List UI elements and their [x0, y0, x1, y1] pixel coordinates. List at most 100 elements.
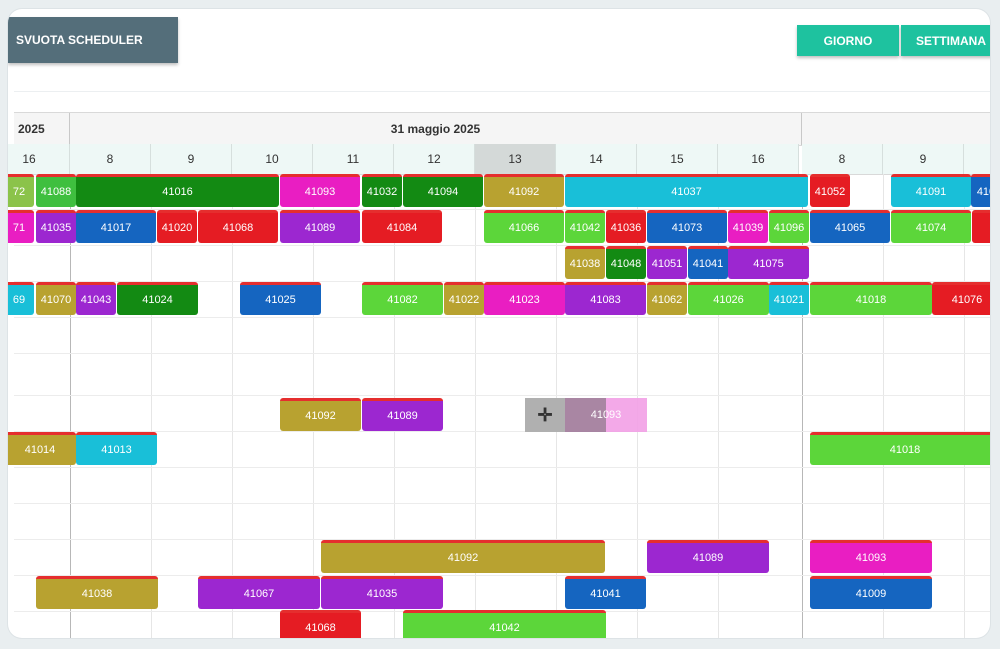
- event-block[interactable]: 41093: [280, 174, 360, 207]
- event-block[interactable]: 41041: [565, 576, 646, 609]
- event-block[interactable]: 41083: [565, 282, 646, 315]
- event-block[interactable]: 41089: [280, 210, 360, 243]
- event-block[interactable]: 41038: [565, 246, 605, 279]
- event-block[interactable]: 41084: [362, 210, 442, 243]
- event-block[interactable]: [972, 210, 990, 243]
- event-block[interactable]: 41042: [403, 610, 606, 638]
- event-block[interactable]: 41074: [891, 210, 971, 243]
- grid-row-line: [14, 209, 990, 210]
- event-block[interactable]: 41036: [606, 210, 646, 243]
- event-block[interactable]: 41062: [647, 282, 687, 315]
- hour-cell: 10: [232, 144, 313, 174]
- event-block[interactable]: 41048: [606, 246, 646, 279]
- grid-row-line: [14, 539, 990, 540]
- grid-row-line: [14, 281, 990, 282]
- date-header-current: 31 maggio 2025: [70, 113, 802, 145]
- date-header-prev: 2025: [14, 113, 70, 145]
- event-block[interactable]: 41092: [280, 398, 361, 431]
- grid-row-line: [14, 245, 990, 246]
- event-block[interactable]: 41013: [76, 432, 157, 465]
- grid-row-line: [14, 503, 990, 504]
- event-block[interactable]: 41092: [321, 540, 605, 573]
- grid-column-line: [70, 174, 71, 638]
- event-block[interactable]: 41052: [810, 174, 850, 207]
- event-block[interactable]: 41094: [403, 174, 483, 207]
- hour-cell: 8: [802, 144, 883, 174]
- hour-cell: 13: [475, 144, 556, 174]
- event-block[interactable]: 41038: [36, 576, 158, 609]
- event-block[interactable]: 41088: [36, 174, 76, 207]
- event-block[interactable]: 41032: [362, 174, 402, 207]
- grid-row-line: [14, 431, 990, 432]
- event-block[interactable]: 41035: [321, 576, 443, 609]
- event-block[interactable]: 72: [8, 174, 34, 207]
- event-block[interactable]: 41065: [810, 210, 890, 243]
- day-view-button[interactable]: GIORNO: [797, 25, 899, 56]
- event-block[interactable]: 71: [8, 210, 34, 243]
- hour-cell: 9: [883, 144, 964, 174]
- event-block[interactable]: 41009: [810, 576, 932, 609]
- event-block[interactable]: 41042: [565, 210, 605, 243]
- event-block[interactable]: 41076: [932, 282, 990, 315]
- drag-preview-event: 41093: [565, 398, 647, 432]
- grid-column-line: [883, 174, 884, 638]
- event-block[interactable]: 41026: [688, 282, 769, 315]
- grid-row-line: [14, 575, 990, 576]
- week-view-button[interactable]: SETTIMANA: [901, 25, 990, 56]
- event-block[interactable]: 41089: [647, 540, 769, 573]
- event-block[interactable]: 41035: [36, 210, 76, 243]
- event-block[interactable]: 41021: [769, 282, 809, 315]
- event-block[interactable]: 41082: [362, 282, 443, 315]
- event-block[interactable]: 41068: [280, 610, 361, 638]
- event-block[interactable]: 41020: [157, 210, 197, 243]
- hour-cell: 16: [8, 144, 70, 174]
- event-block[interactable]: 41025: [240, 282, 321, 315]
- hour-header-row: 16 8 9 10 11 12 13 14 15 16 8 9: [8, 144, 990, 175]
- event-block[interactable]: 41091: [891, 174, 971, 207]
- event-block[interactable]: 41014: [8, 432, 76, 465]
- hour-cell: 14: [556, 144, 637, 174]
- scheduler-window: SVUOTA SCHEDULER GIORNO SETTIMANA 2025 3…: [8, 9, 990, 638]
- grid-row-line: [14, 395, 990, 396]
- event-block[interactable]: 41068: [198, 210, 278, 243]
- hour-cell: 12: [394, 144, 475, 174]
- event-block[interactable]: 41075: [728, 246, 809, 279]
- hour-cell: 15: [637, 144, 718, 174]
- event-block[interactable]: 41039: [728, 210, 768, 243]
- event-block[interactable]: 41051: [647, 246, 687, 279]
- hour-cell: [964, 144, 990, 174]
- event-block[interactable]: 41066: [484, 210, 564, 243]
- event-block[interactable]: 41043: [76, 282, 116, 315]
- drag-preview-label: 41093: [590, 409, 622, 421]
- event-block[interactable]: 41089: [362, 398, 443, 431]
- event-block[interactable]: 41092: [484, 174, 564, 207]
- hour-cell: 9: [151, 144, 232, 174]
- event-block[interactable]: 41096: [769, 210, 809, 243]
- event-block[interactable]: 41018: [810, 432, 990, 465]
- scheduler-grid: 72 41088 41016 41093 41032 41094 41092 41037 410…: [8, 174, 990, 638]
- event-block[interactable]: 41016: [76, 174, 279, 207]
- event-block[interactable]: 41093: [810, 540, 932, 573]
- event-block[interactable]: 69: [8, 282, 34, 315]
- event-block[interactable]: 41067: [198, 576, 320, 609]
- toolbar-divider: [14, 91, 990, 92]
- grid-column-line: [802, 174, 803, 638]
- event-block[interactable]: 410: [971, 174, 990, 207]
- event-block[interactable]: 41070: [36, 282, 76, 315]
- grid-column-line: [475, 174, 476, 638]
- event-block[interactable]: 41023: [484, 282, 565, 315]
- event-block[interactable]: 41037: [565, 174, 808, 207]
- event-block[interactable]: 41017: [76, 210, 156, 243]
- grid-column-line: [151, 174, 152, 638]
- event-block[interactable]: 41041: [688, 246, 728, 279]
- event-block[interactable]: 41073: [647, 210, 727, 243]
- move-cross-icon[interactable]: ✛: [525, 398, 565, 432]
- grid-row-line: [14, 353, 990, 354]
- grid-column-line: [232, 174, 233, 638]
- event-block[interactable]: 41022: [444, 282, 484, 315]
- grid-column-line: [718, 174, 719, 638]
- event-block[interactable]: 41024: [117, 282, 198, 315]
- date-header-row: 2025 31 maggio 2025: [14, 112, 990, 146]
- clear-scheduler-button[interactable]: SVUOTA SCHEDULER: [8, 17, 178, 63]
- event-block[interactable]: 41018: [810, 282, 932, 315]
